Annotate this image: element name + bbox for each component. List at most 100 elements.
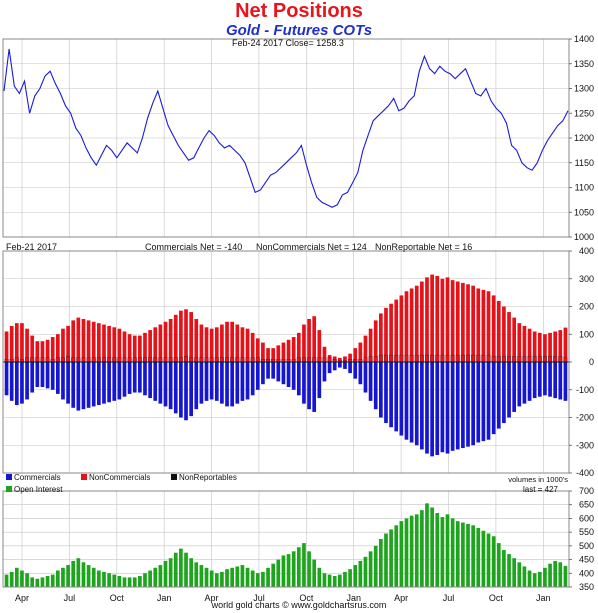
commercials-bar <box>255 362 260 390</box>
noncommercials-bar <box>255 338 260 362</box>
commercials-bar <box>153 362 158 401</box>
open-interest-bar <box>230 567 235 587</box>
commercials-bar <box>286 362 291 387</box>
commercials-bar <box>476 362 481 443</box>
open-interest-bar <box>414 514 419 587</box>
open-interest-bar <box>471 525 475 587</box>
open-interest-bar <box>440 517 445 587</box>
noncommercials-bar <box>476 288 481 362</box>
x-tick-label: Oct <box>110 593 125 603</box>
y-axis-labels: 100010501100115012001250130013501400-400… <box>569 34 594 592</box>
noncommercials-bar <box>143 332 147 362</box>
commercials-bar <box>102 362 106 404</box>
noncommercials-bar <box>122 331 127 362</box>
noncommercials-bar <box>4 331 9 362</box>
open-interest-bar <box>122 577 127 587</box>
commercials-bar <box>86 362 91 408</box>
noncommercials-bar <box>81 318 86 362</box>
commercials-bar <box>358 362 363 385</box>
open-interest-bar <box>245 567 250 587</box>
open-interest-bar <box>168 558 173 587</box>
commercials-bar <box>179 362 183 418</box>
noncommercials-bar <box>55 334 60 362</box>
open-interest-bar <box>435 512 440 587</box>
open-interest-bar <box>143 573 147 587</box>
noncommercials-bar <box>102 324 106 362</box>
open-interest-bar <box>420 510 424 587</box>
price-panel <box>3 48 569 208</box>
x-tick-label: Jul <box>64 593 76 603</box>
noncommercials-bar <box>373 320 378 363</box>
noncommercials-bar <box>312 316 317 362</box>
noncommercials-bar <box>399 295 404 362</box>
noncommercials-bar <box>194 318 199 362</box>
open-interest-bar <box>343 571 347 587</box>
open-interest-bar <box>184 552 188 587</box>
commercials-bar <box>184 362 188 421</box>
noncommercials-bar <box>9 325 14 362</box>
noncommercials-bar <box>425 277 429 362</box>
open-interest-bar <box>163 560 168 587</box>
commercials-bar <box>168 362 173 410</box>
commercials-bar <box>466 362 470 447</box>
open-interest-bar <box>61 567 65 587</box>
noncommercials-bar <box>486 291 491 362</box>
noncommercials-net-label: NonCommercials Net = 124 <box>256 242 367 252</box>
noncommercials-bar <box>266 348 270 363</box>
noncommercials-bar <box>14 323 19 362</box>
commercials-bar <box>240 362 245 401</box>
commercials-bar <box>20 362 24 404</box>
y-tick-label: 300 <box>579 274 594 284</box>
noncommercials-bar <box>430 274 434 362</box>
panel-frame <box>2 490 570 588</box>
noncommercials-bar <box>189 312 193 362</box>
commercials-bar <box>261 362 265 385</box>
commercials-bar <box>409 362 414 443</box>
noncommercials-bar <box>220 324 224 362</box>
nonreportable-net-label: NonReportable Net = 16 <box>375 242 472 252</box>
noncommercials-bar <box>558 330 563 362</box>
noncommercials-bar <box>286 339 291 362</box>
open-interest-bar <box>148 570 152 587</box>
noncommercials-bar <box>214 327 219 362</box>
noncommercials-bar <box>322 346 327 362</box>
open-interest-bar <box>286 554 291 587</box>
noncommercials-bar <box>379 313 383 362</box>
commercials-bar <box>91 362 96 407</box>
noncommercials-bar <box>368 328 373 362</box>
commercials-bar <box>250 362 255 396</box>
noncommercials-bar <box>148 330 152 362</box>
commercials-bar <box>317 362 322 399</box>
commercials-bar <box>138 362 142 393</box>
open-interest-bar <box>481 530 486 587</box>
open-interest-bar <box>348 569 352 587</box>
noncommercials-bar <box>563 327 568 362</box>
noncommercials-bar <box>363 335 368 362</box>
open-interest-bar <box>527 570 532 587</box>
open-interest-bar <box>502 549 506 587</box>
commercials-bar <box>445 362 450 454</box>
commercials-bar <box>522 362 527 404</box>
open-interest-bar <box>20 570 24 587</box>
open-interest-bar <box>66 565 70 587</box>
commercials-bar <box>189 362 193 417</box>
noncommercials-bar <box>271 348 276 363</box>
open-interest-bar <box>507 554 511 587</box>
open-interest-bar <box>379 539 383 587</box>
panel-info-texts: Feb-24 2017 Close= 1258.3 Feb-21 2017 Co… <box>6 38 568 610</box>
noncommercials-bar <box>440 278 445 362</box>
y-tick-label: 400 <box>579 246 594 256</box>
chart-title: Net Positions <box>235 0 363 22</box>
open-interest-bar <box>40 577 45 587</box>
open-interest-bar <box>363 556 368 587</box>
commercials-bar <box>507 362 511 418</box>
x-tick-label: Jan <box>157 593 172 603</box>
commercials-bar <box>502 362 506 424</box>
open-interest-bar <box>220 571 224 587</box>
commercials-bar <box>214 362 219 401</box>
open-interest-bar <box>558 562 563 587</box>
noncommercials-bar <box>537 332 542 362</box>
commercials-bar <box>353 362 358 379</box>
y-tick-label: 100 <box>579 329 594 339</box>
open-interest-bar <box>266 567 270 587</box>
